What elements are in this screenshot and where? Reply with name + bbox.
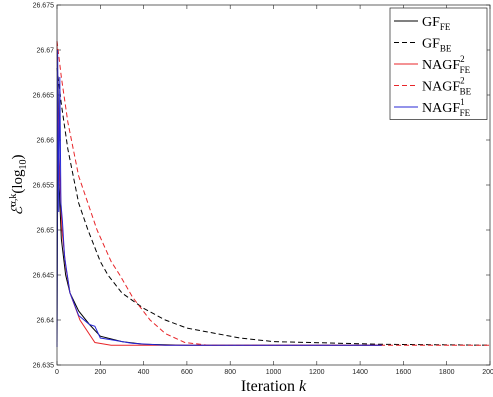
legend-sup: 1 — [460, 97, 465, 107]
x-tick-label: 200 — [94, 369, 106, 376]
legend-label: GFBE — [422, 37, 452, 54]
x-tick-label: 1200 — [309, 369, 325, 376]
x-tick-label: 800 — [224, 369, 236, 376]
legend-sup: 2 — [460, 76, 465, 86]
y-label-part: ℰ — [10, 205, 26, 216]
legend-sup: 2 — [460, 54, 465, 64]
y-tick-label: 26.675 — [33, 3, 55, 10]
x-tick-label: 400 — [138, 369, 150, 376]
legend-label: GFFE — [422, 15, 451, 32]
legend-label: NAGF2 BE — [422, 76, 472, 97]
y-tick-label: 26.67 — [36, 48, 54, 55]
x-tick-label: 1800 — [439, 369, 455, 376]
y-tick-label: 26.635 — [33, 363, 55, 370]
y-tick-label: 26.655 — [33, 183, 55, 190]
x-tick-label: 600 — [181, 369, 193, 376]
legend-name: NAGF — [422, 101, 460, 116]
plot-frame — [56, 4, 491, 366]
x-tick-label: 0 — [55, 369, 59, 376]
x-label-part: k — [299, 378, 307, 395]
legend-label: NAGF1 FE — [422, 97, 471, 118]
legend-sub: BE — [460, 87, 472, 97]
y-axis-label: ℰα,k(log10) — [8, 154, 29, 215]
series-line — [56, 49, 382, 348]
x-tick-label: 1400 — [352, 369, 368, 376]
legend-name: GF — [422, 15, 440, 30]
x-tick-label: 2000 — [482, 369, 493, 376]
legend-name: GF — [422, 37, 440, 52]
x-tick-label: 1600 — [396, 369, 412, 376]
y-tick-label: 26.65 — [36, 228, 54, 235]
y-label-part: (log — [10, 169, 26, 194]
y-label-part: α,k — [8, 194, 19, 207]
y-tick-label: 26.665 — [33, 93, 55, 100]
x-tick-label: 1000 — [266, 369, 282, 376]
legend-label: NAGF2 FE — [422, 54, 471, 75]
legend-sub: FE — [460, 65, 471, 75]
x-axis-label: Iteration k — [241, 378, 307, 395]
y-label-part: 10 — [18, 159, 29, 169]
x-label-part: Iteration — [241, 378, 299, 395]
legend-name: NAGF — [422, 58, 460, 73]
y-tick-label: 26.64 — [36, 318, 54, 325]
legend-sub: FE — [460, 108, 471, 118]
legend-sub: FE — [440, 22, 451, 32]
y-tick-label: 26.645 — [33, 273, 55, 280]
series-line — [56, 67, 491, 346]
y-label-part: ) — [10, 154, 26, 159]
legend-sub: BE — [440, 44, 452, 54]
y-tick-label: 26.66 — [36, 138, 54, 145]
legend-name: NAGF — [422, 80, 460, 95]
